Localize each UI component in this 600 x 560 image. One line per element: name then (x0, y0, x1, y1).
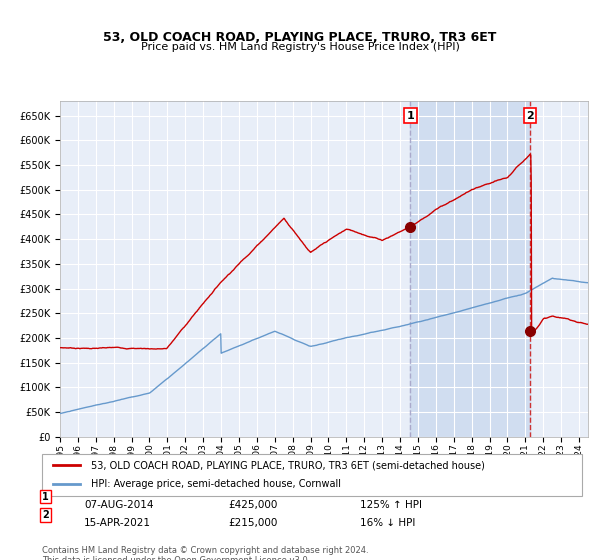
Text: 16% ↓ HPI: 16% ↓ HPI (360, 518, 415, 528)
Bar (410, 101, 530, 437)
FancyBboxPatch shape (42, 454, 582, 496)
Text: HPI: Average price, semi-detached house, Cornwall: HPI: Average price, semi-detached house,… (91, 479, 341, 489)
Text: Price paid vs. HM Land Registry's House Price Index (HPI): Price paid vs. HM Land Registry's House … (140, 42, 460, 52)
Text: 53, OLD COACH ROAD, PLAYING PLACE, TRURO, TR3 6ET: 53, OLD COACH ROAD, PLAYING PLACE, TRURO… (103, 31, 497, 44)
Text: £425,000: £425,000 (228, 500, 277, 510)
Text: £215,000: £215,000 (228, 518, 277, 528)
Text: 15-APR-2021: 15-APR-2021 (84, 518, 151, 528)
Text: 1: 1 (42, 492, 49, 502)
Text: 2: 2 (526, 111, 534, 120)
Text: 1: 1 (407, 111, 415, 120)
Text: 125% ↑ HPI: 125% ↑ HPI (360, 500, 422, 510)
Text: 53, OLD COACH ROAD, PLAYING PLACE, TRURO, TR3 6ET (semi-detached house): 53, OLD COACH ROAD, PLAYING PLACE, TRURO… (91, 460, 484, 470)
Text: Contains HM Land Registry data © Crown copyright and database right 2024.
This d: Contains HM Land Registry data © Crown c… (42, 546, 368, 560)
Text: 07-AUG-2014: 07-AUG-2014 (84, 500, 154, 510)
Text: 2: 2 (42, 510, 49, 520)
